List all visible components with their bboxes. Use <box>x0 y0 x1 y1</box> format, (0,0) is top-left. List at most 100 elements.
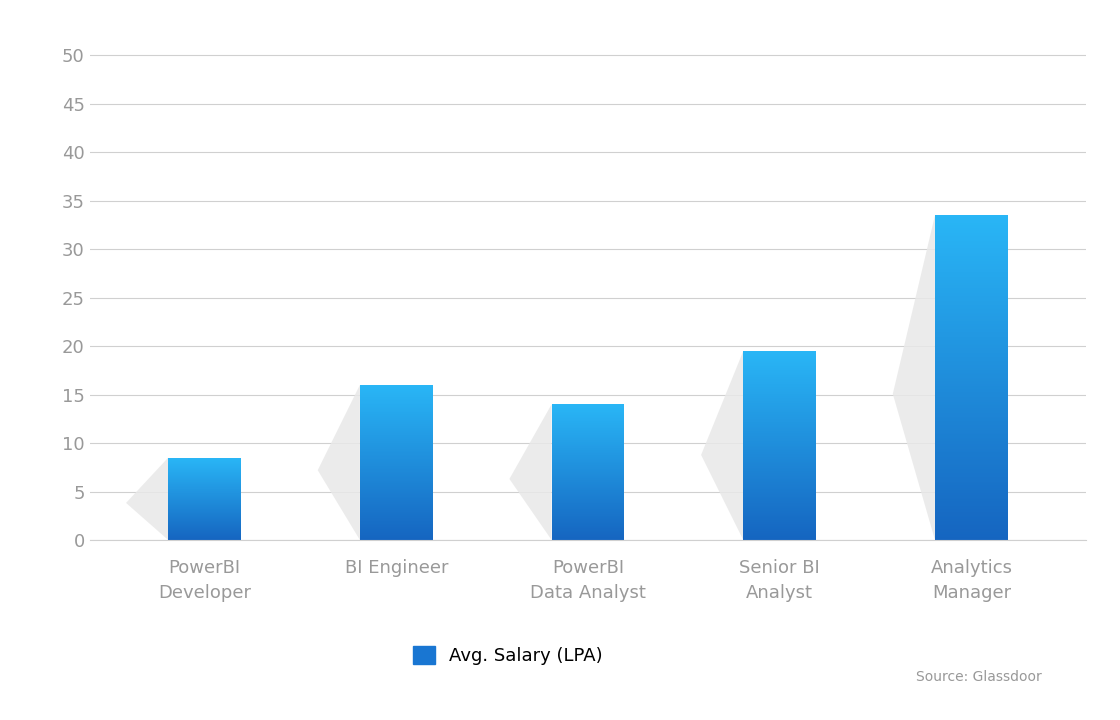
Bar <box>935 315 1008 316</box>
Bar <box>935 271 1008 272</box>
Bar <box>744 520 816 521</box>
Bar <box>935 337 1008 338</box>
Bar <box>744 465 816 467</box>
Bar <box>744 397 816 398</box>
Bar <box>360 520 432 521</box>
Bar <box>935 323 1008 324</box>
Bar <box>935 436 1008 438</box>
Bar <box>935 452 1008 454</box>
Bar <box>744 441 816 443</box>
Bar <box>935 469 1008 470</box>
Bar <box>744 450 816 451</box>
Bar <box>935 421 1008 423</box>
Bar <box>744 355 816 356</box>
Bar <box>935 295 1008 297</box>
Bar <box>744 453 816 454</box>
Bar <box>935 230 1008 232</box>
Bar <box>360 410 432 411</box>
Bar <box>744 383 816 384</box>
Bar <box>744 482 816 483</box>
Bar <box>360 462 432 463</box>
Bar <box>360 513 432 514</box>
Bar <box>935 336 1008 337</box>
Bar <box>935 477 1008 478</box>
Bar <box>360 458 432 459</box>
Bar <box>744 472 816 473</box>
Bar <box>744 525 816 526</box>
Bar <box>744 534 816 535</box>
Bar <box>360 500 432 501</box>
Bar <box>744 501 816 503</box>
Bar <box>935 464 1008 465</box>
Bar <box>744 431 816 432</box>
Bar <box>360 415 432 416</box>
Bar <box>744 388 816 389</box>
Bar <box>935 504 1008 506</box>
Bar <box>360 433 432 435</box>
Bar <box>935 264 1008 266</box>
Bar <box>744 385 816 386</box>
Bar <box>935 347 1008 348</box>
Bar <box>744 399 816 400</box>
Bar <box>744 483 816 485</box>
Bar <box>744 479 816 480</box>
Bar <box>935 467 1008 469</box>
Bar <box>935 472 1008 474</box>
Bar <box>744 426 816 428</box>
Bar <box>935 517 1008 519</box>
Bar <box>935 306 1008 308</box>
Bar <box>935 330 1008 332</box>
Bar <box>360 496 432 497</box>
Bar <box>744 524 816 525</box>
Bar <box>935 446 1008 447</box>
Bar <box>744 507 816 508</box>
Bar <box>744 376 816 377</box>
Bar <box>360 476 432 477</box>
Bar <box>935 246 1008 248</box>
Bar <box>360 419 432 420</box>
Bar <box>360 484 432 485</box>
Bar <box>935 289 1008 290</box>
Bar <box>744 440 816 441</box>
Bar <box>744 485 816 486</box>
Bar <box>935 292 1008 293</box>
Bar <box>360 474 432 475</box>
Bar <box>744 518 816 519</box>
Bar <box>744 415 816 416</box>
Bar <box>935 400 1008 402</box>
Bar <box>360 524 432 526</box>
Bar <box>935 254 1008 256</box>
Bar <box>360 448 432 449</box>
Bar <box>744 519 816 520</box>
Bar <box>744 389 816 390</box>
Bar <box>360 440 432 441</box>
Bar <box>360 386 432 387</box>
Bar <box>360 501 432 502</box>
Bar <box>935 235 1008 236</box>
Bar <box>935 405 1008 407</box>
Bar <box>935 305 1008 306</box>
Bar <box>744 443 816 444</box>
Bar <box>935 454 1008 456</box>
Bar <box>935 431 1008 433</box>
Bar <box>360 397 432 398</box>
Bar <box>360 503 432 504</box>
Bar <box>360 502 432 503</box>
Bar <box>935 332 1008 334</box>
Bar <box>935 430 1008 431</box>
Bar <box>360 477 432 478</box>
Bar <box>744 480 816 482</box>
Text: Source: Glassdoor: Source: Glassdoor <box>916 670 1042 684</box>
Bar <box>360 452 432 453</box>
Bar <box>744 370 816 371</box>
Bar <box>744 439 816 440</box>
Bar <box>935 262 1008 264</box>
Bar <box>935 302 1008 303</box>
Bar <box>935 516 1008 517</box>
Bar <box>744 391 816 392</box>
Bar <box>360 445 432 446</box>
Bar <box>935 374 1008 376</box>
Bar <box>935 258 1008 259</box>
Bar <box>360 395 432 396</box>
Bar <box>360 432 432 433</box>
